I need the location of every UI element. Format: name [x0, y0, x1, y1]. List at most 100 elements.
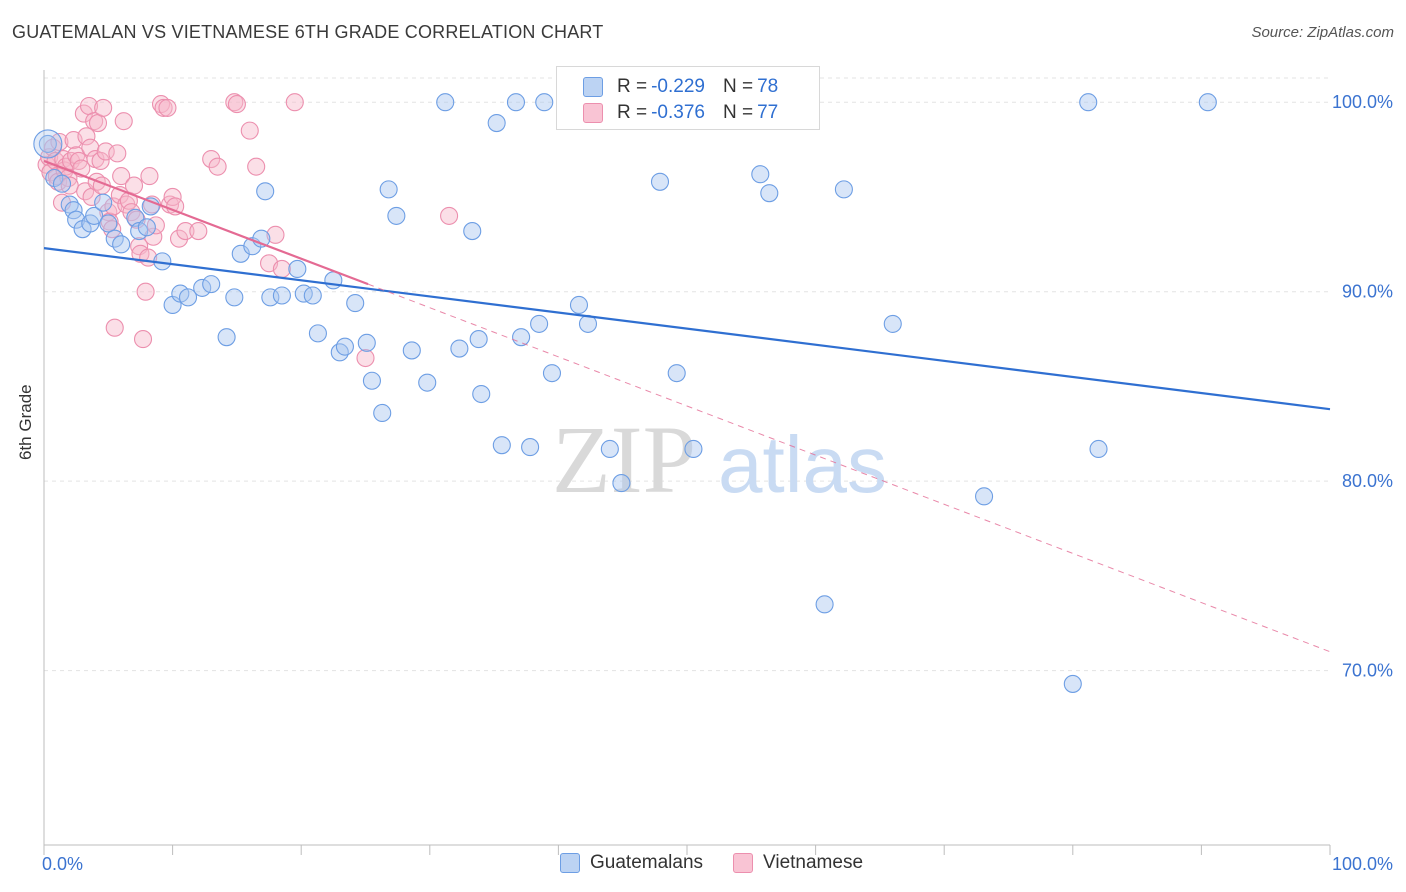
x-tick-label-min: 0.0% — [42, 854, 83, 874]
data-point-guatemalan — [472, 384, 491, 404]
data-point-vietnamese — [272, 259, 291, 279]
data-point-guatemalan — [751, 165, 770, 184]
data-point-guatemalan — [418, 373, 437, 392]
data-point-guatemalan — [379, 180, 398, 199]
data-point-guatemalan — [600, 439, 619, 459]
data-point-vietnamese — [356, 348, 375, 368]
legend-item-guatemalans[interactable]: Guatemalans — [560, 852, 703, 874]
data-point-guatemalan — [1079, 93, 1098, 112]
data-point-vietnamese — [266, 225, 285, 244]
data-point-guatemalan — [450, 339, 469, 358]
data-point-vietnamese — [88, 114, 108, 133]
data-point-vietnamese — [61, 151, 81, 171]
data-point-guatemalan — [202, 275, 221, 294]
data-point-vietnamese — [189, 222, 208, 241]
data-point-vietnamese — [176, 222, 195, 241]
data-point-vietnamese — [169, 229, 189, 248]
data-point-guatemalan — [335, 337, 354, 356]
data-point-guatemalan — [512, 328, 531, 347]
trend-line-vietnamese — [43, 159, 369, 286]
legend-swatch-blue — [560, 853, 580, 873]
data-point-guatemalan — [492, 436, 511, 455]
watermark: ZIP atlas — [552, 406, 887, 513]
data-point-guatemalan — [67, 210, 86, 229]
data-point-vietnamese — [208, 157, 227, 176]
trend-line-vietnamese-extrapolated — [367, 283, 1331, 653]
data-point-guatemalan — [521, 438, 540, 457]
x-tick-label-max: 100.0% — [1332, 854, 1393, 874]
data-point-guatemalan — [38, 134, 57, 153]
r-value: -0.229 — [651, 76, 705, 97]
data-point-guatemalan — [530, 314, 549, 333]
data-point-guatemalan — [217, 328, 236, 347]
chart-title: GUATEMALAN VS VIETNAMESE 6TH GRADE CORRE… — [12, 22, 604, 42]
data-point-guatemalan — [94, 193, 113, 212]
data-point-guatemalan — [373, 403, 392, 423]
data-point-guatemalan — [85, 206, 104, 225]
trend-lines — [43, 159, 1331, 653]
data-point-guatemalan — [324, 271, 343, 290]
axes — [43, 70, 1331, 855]
data-point-vietnamese — [50, 132, 69, 152]
data-point-guatemalan — [112, 235, 131, 254]
data-point-guatemalan — [535, 93, 554, 112]
legend-swatch-pink — [583, 103, 603, 123]
n-value: 77 — [757, 102, 779, 123]
source-credit: Source: ZipAtlas.com — [1251, 24, 1394, 41]
data-point-vietnamese — [146, 216, 165, 235]
data-point-guatemalan — [1089, 439, 1108, 459]
data-point-vietnamese — [91, 151, 110, 171]
data-point-guatemalan — [815, 595, 834, 614]
legend-label: Vietnamese — [763, 852, 864, 873]
r-label: R = — [617, 102, 648, 123]
data-point-guatemalan — [357, 333, 376, 352]
trend-line-guatemalans — [43, 247, 1331, 411]
r-value: -0.376 — [651, 102, 705, 123]
guatemalan-points — [33, 93, 1217, 693]
data-point-guatemalan — [272, 286, 291, 305]
data-point-vietnamese — [140, 167, 159, 186]
stats-legend: R = -0.229 N = 78 R = -0.376 N = 77 — [556, 66, 820, 130]
y-tick-label: 100.0% — [1332, 92, 1393, 112]
vietnamese-points — [37, 93, 459, 368]
y-tick-label: 90.0% — [1342, 282, 1393, 302]
data-point-guatemalan — [346, 294, 365, 313]
data-point-vietnamese — [202, 150, 221, 169]
data-point-vietnamese — [94, 98, 113, 117]
data-point-guatemalan-large — [33, 129, 63, 159]
data-point-vietnamese — [124, 176, 144, 195]
data-point-guatemalan — [294, 284, 313, 303]
data-point-guatemalan — [834, 180, 853, 199]
data-point-guatemalan — [288, 259, 307, 279]
data-point-guatemalan — [684, 439, 703, 459]
data-point-vietnamese — [225, 93, 244, 112]
watermark-zip: ZIP — [552, 406, 696, 513]
data-point-guatemalan — [650, 172, 670, 191]
data-point-guatemalan — [463, 222, 482, 241]
data-point-guatemalan — [362, 371, 381, 390]
data-point-guatemalan — [256, 182, 275, 201]
y-tick-label: 80.0% — [1342, 471, 1393, 491]
data-point-guatemalan — [52, 174, 72, 193]
data-point-vietnamese — [133, 330, 153, 349]
r-label: R = — [617, 76, 648, 97]
data-point-guatemalan — [402, 341, 421, 360]
data-point-guatemalan — [178, 288, 198, 307]
data-point-guatemalan — [261, 288, 280, 307]
data-point-vietnamese — [112, 167, 131, 186]
data-point-guatemalan — [330, 343, 349, 362]
data-point-vietnamese — [440, 206, 459, 225]
data-point-guatemalan — [487, 114, 506, 133]
data-point-guatemalan — [760, 184, 779, 203]
data-point-guatemalan — [542, 364, 562, 383]
data-point-vietnamese — [81, 138, 100, 157]
data-point-vietnamese — [240, 121, 259, 140]
data-point-guatemalan — [193, 278, 212, 297]
data-point-vietnamese — [108, 144, 127, 163]
y-axis-label: 6th Grade — [16, 384, 35, 460]
legend-item-vietnamese[interactable]: Vietnamese — [733, 852, 863, 874]
data-point-guatemalan — [469, 330, 488, 349]
data-point-guatemalan — [506, 93, 526, 112]
data-point-vietnamese — [285, 93, 304, 112]
